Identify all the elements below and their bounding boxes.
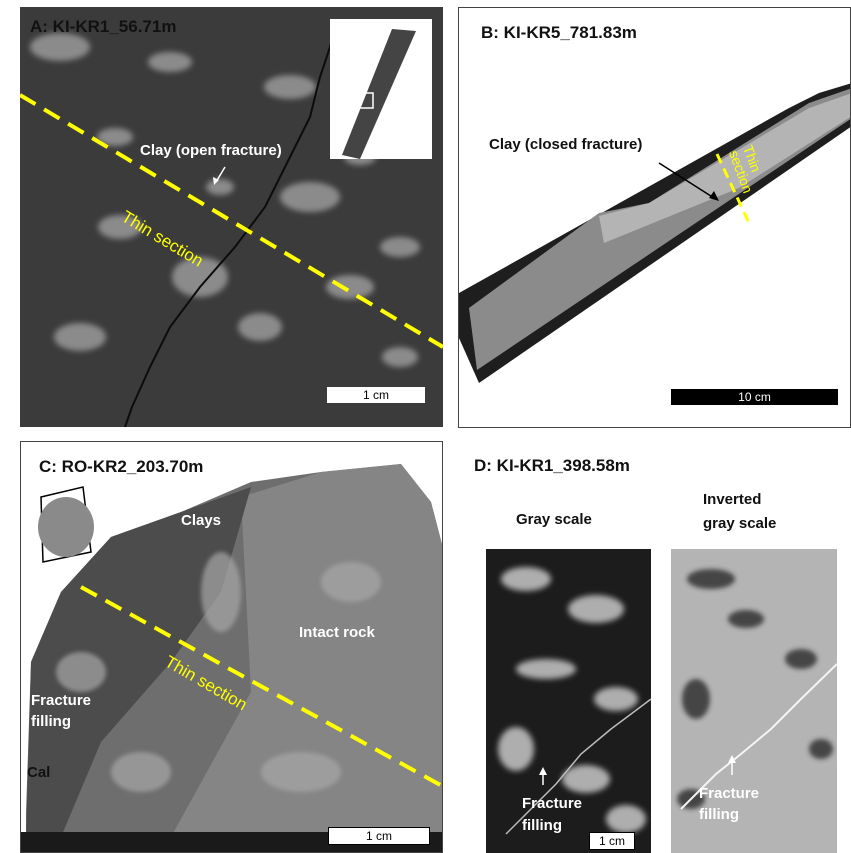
- panel-d-left-title: Gray scale: [516, 511, 592, 528]
- panel-a-title: A: KI-KR1_56.71m: [30, 17, 177, 36]
- panel-a-scale-bar: 1 cm: [327, 387, 425, 403]
- panel-b-annotation: Clay (closed fracture): [489, 136, 643, 153]
- panel-c-label-cal: Cal: [27, 764, 51, 781]
- inverted-gray-scale-image: Fracture filling: [671, 549, 837, 853]
- panel-c-title: C: RO-KR2_203.70m: [39, 457, 204, 476]
- gray-scale-image: Fracture filling 1 cm: [486, 549, 651, 853]
- panel-d-title: D: KI-KR1_398.58m: [474, 456, 630, 475]
- panel-a-annotation: Clay (open fracture): [140, 142, 282, 159]
- panel-b-scale-bar: 10 cm: [671, 389, 838, 405]
- panel-a-image: [20, 7, 443, 427]
- panel-d-scale-bar: 1 cm: [589, 832, 635, 850]
- panel-c-image: [21, 464, 442, 852]
- panel-c-scale-bar: 1 cm: [328, 827, 430, 845]
- thin-section-line-c: [80, 585, 442, 789]
- panel-d-right-title-2: gray scale: [703, 515, 777, 532]
- panel-c-label-filling-1: Fracture: [31, 692, 92, 709]
- panel-c-label-intact: Intact rock: [299, 624, 375, 641]
- thin-section-line-b: [715, 153, 751, 224]
- panel-d-right-label-1: Fracture: [699, 785, 760, 802]
- panel-d-right-title-1: Inverted: [703, 491, 762, 508]
- panel-a: A: KI-KR1_56.71m Clay (open fracture) Th…: [20, 7, 443, 427]
- panel-c: C: RO-KR2_203.70m Clays Intact rock Frac…: [20, 441, 443, 853]
- panel-b-title: B: KI-KR5_781.83m: [481, 23, 637, 42]
- panel-d-right-label-2: filling: [699, 806, 739, 823]
- panel-d-left-label-2: filling: [522, 817, 562, 834]
- panel-c-label-filling-2: filling: [31, 713, 71, 730]
- panel-d-left-label-1: Fracture: [522, 795, 583, 812]
- panel-b: B: KI-KR5_781.83m Clay (closed fracture)…: [458, 7, 851, 428]
- panel-c-label-clays: Clays: [181, 512, 222, 529]
- panel-d: D: KI-KR1_398.58m Gray scale Inverted gr…: [458, 441, 851, 853]
- panel-b-image: [459, 83, 850, 383]
